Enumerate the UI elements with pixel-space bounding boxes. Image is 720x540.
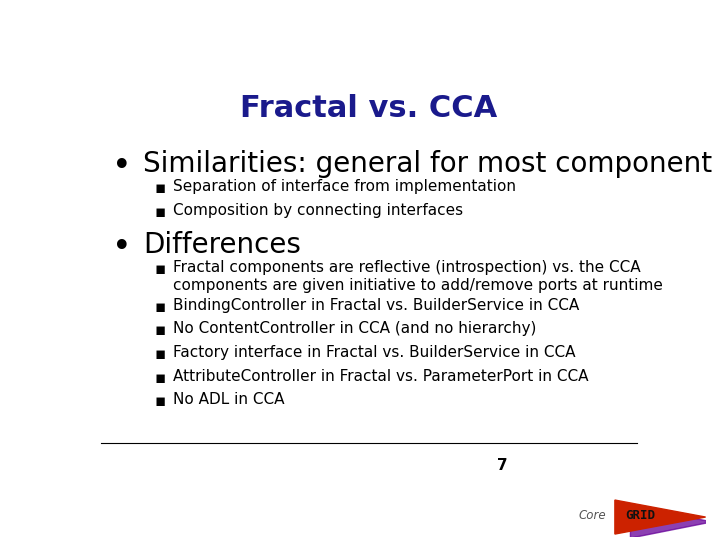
Text: •: • [112, 150, 132, 183]
Text: No ContentController in CCA (and no hierarchy): No ContentController in CCA (and no hier… [173, 321, 536, 336]
Text: GRID: GRID [625, 509, 655, 522]
Text: Separation of interface from implementation: Separation of interface from implementat… [173, 179, 516, 194]
Text: ▪: ▪ [154, 369, 166, 387]
Text: BindingController in Fractal vs. BuilderService in CCA: BindingController in Fractal vs. Builder… [173, 298, 579, 313]
Text: ▪: ▪ [154, 345, 166, 363]
Polygon shape [615, 500, 706, 534]
Text: 7: 7 [498, 458, 508, 472]
Text: Fractal components are reflective (introspection) vs. the CCA
components are giv: Fractal components are reflective (intro… [173, 260, 662, 293]
Text: ▪: ▪ [154, 203, 166, 221]
Text: •: • [112, 231, 132, 264]
Text: Similarities: general for most component models: Similarities: general for most component… [143, 150, 720, 178]
Text: ▪: ▪ [154, 321, 166, 339]
Text: AttributeController in Fractal vs. ParameterPort in CCA: AttributeController in Fractal vs. Param… [173, 369, 588, 384]
Polygon shape [631, 505, 712, 538]
Text: ▪: ▪ [154, 179, 166, 197]
Text: ▪: ▪ [154, 393, 166, 410]
Text: Fractal vs. CCA: Fractal vs. CCA [240, 94, 498, 123]
Text: ▪: ▪ [154, 260, 166, 278]
Text: Differences: Differences [143, 231, 301, 259]
Text: No ADL in CCA: No ADL in CCA [173, 393, 284, 408]
Text: Factory interface in Fractal vs. BuilderService in CCA: Factory interface in Fractal vs. Builder… [173, 345, 575, 360]
Text: ▪: ▪ [154, 298, 166, 316]
Text: Composition by connecting interfaces: Composition by connecting interfaces [173, 203, 463, 218]
Text: Core: Core [579, 509, 606, 522]
